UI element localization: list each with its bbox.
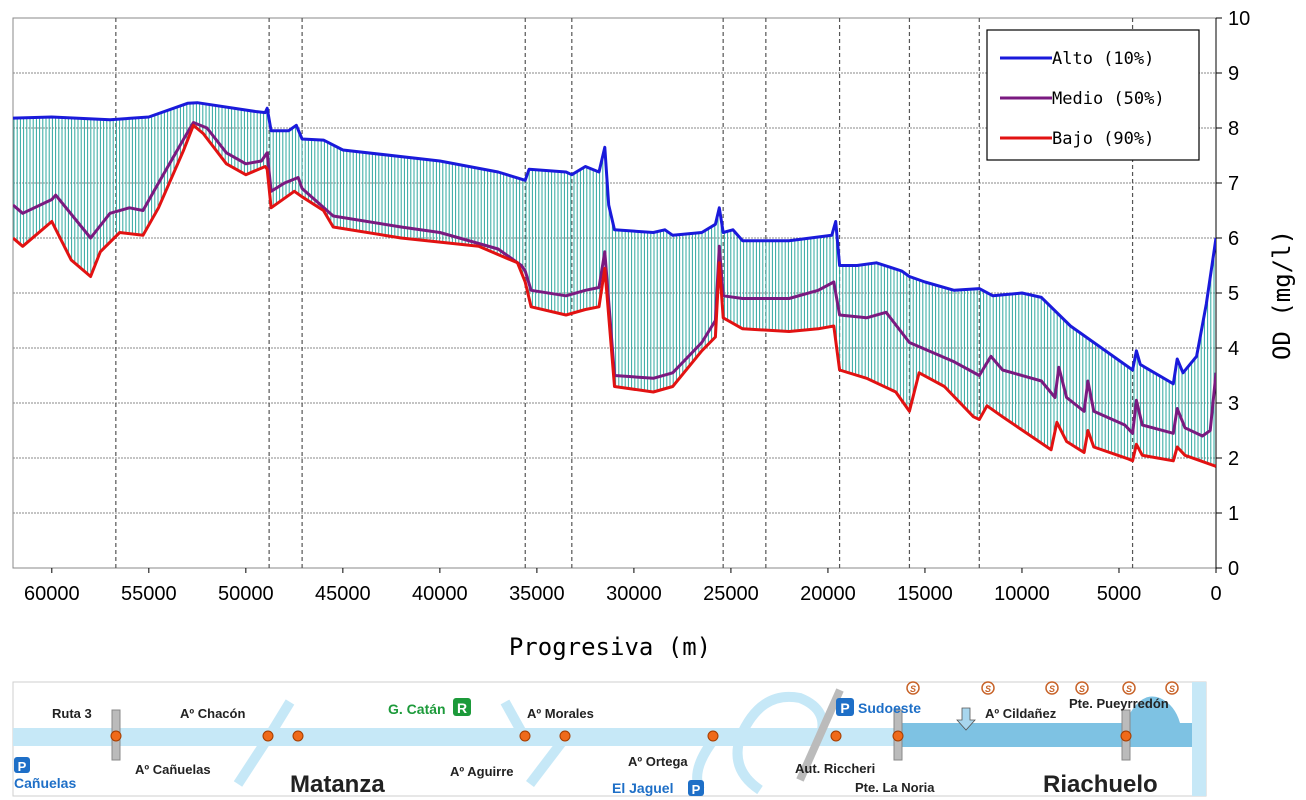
riachuelo-mouth <box>1125 696 1180 723</box>
riachuelo-channel <box>900 723 1192 747</box>
s-badge-icon <box>1122 681 1136 695</box>
map-right-edge <box>1192 682 1206 796</box>
cildanez-arrow-icon <box>956 707 976 731</box>
canuelas-badge-icon <box>14 757 30 773</box>
label-ruta3: Ruta 3 <box>52 706 92 721</box>
label-matanza: Matanza <box>290 771 385 798</box>
s-badge-icon <box>1045 681 1059 695</box>
sudoeste-badge: P <box>840 700 849 716</box>
label-pueyrredon: Pte. Pueyrredón <box>1069 696 1169 711</box>
station-dot <box>110 730 122 742</box>
legend-entry: Bajo (90%) <box>1052 129 1154 149</box>
road-riccheri <box>796 688 844 782</box>
river-map: S S S S S S Ruta 3 Aº Chacón G. Catán R Aº Mo… <box>12 681 1207 798</box>
s-badge: S <box>1049 684 1055 694</box>
label-ac-canuelas: Aº Cañuelas <box>135 762 211 777</box>
label-cildanez: Aº Cildañez <box>985 706 1057 721</box>
x-tick-label: 35000 <box>509 583 565 605</box>
s-badge-icon <box>906 681 920 695</box>
label-sudoeste: Sudoeste <box>858 700 921 716</box>
label-canuelas: Cañuelas <box>14 775 76 791</box>
y-tick-label: 9 <box>1228 63 1239 85</box>
x-tick-labels: 60000 55000 50000 45000 40000 35000 30000 25000… <box>24 583 1222 605</box>
station-dot <box>707 730 719 742</box>
s-badge-icon <box>1165 681 1179 695</box>
s-badge: S <box>985 684 991 694</box>
tributary-aguirre <box>526 734 569 788</box>
station-dot <box>559 730 571 742</box>
hatched-band <box>13 102 1215 466</box>
y-tick-label: 3 <box>1228 393 1239 415</box>
y-tick-label: 5 <box>1228 283 1239 305</box>
s-badge: S <box>1126 684 1132 694</box>
x-tick-label: 15000 <box>897 583 953 605</box>
station-dot <box>1120 730 1132 742</box>
s-badge-icon <box>1075 681 1089 695</box>
label-riachuelo: Riachuelo <box>1043 771 1158 798</box>
x-tick-label: 5000 <box>1097 583 1142 605</box>
matanza-channel <box>13 728 900 746</box>
x-tick-label: 25000 <box>703 583 759 605</box>
station-dot <box>519 730 531 742</box>
gcatan-badge-icon <box>453 698 471 716</box>
y-axis-title: OD (mg/l) <box>1268 230 1296 360</box>
series-lines <box>13 101 1216 468</box>
series-line <box>13 121 1216 438</box>
station-dots <box>110 730 1132 742</box>
y-tick-labels: 0 1 2 3 4 5 6 7 8 9 10 <box>1228 8 1250 580</box>
canuelas-badge: P <box>18 759 27 774</box>
x-tick-label: 60000 <box>24 583 80 605</box>
y-tick-label: 1 <box>1228 503 1239 525</box>
gcatan-badge: R <box>457 700 467 716</box>
x-tick-label: 55000 <box>121 583 177 605</box>
station-dot <box>892 730 904 742</box>
label-jaguel: El Jaguel <box>612 780 673 796</box>
station-dot <box>830 730 842 742</box>
y-tick-label: 6 <box>1228 228 1239 250</box>
series-line <box>13 101 1216 386</box>
station-dot <box>262 730 274 742</box>
s-badge: S <box>1079 684 1085 694</box>
y-tick-label: 4 <box>1228 338 1239 360</box>
label-ortega: Aº Ortega <box>628 754 688 769</box>
series-line <box>13 123 1216 468</box>
s-badge: S <box>1169 684 1175 694</box>
label-morales: Aº Morales <box>527 706 594 721</box>
x-axis-title: Progresiva (m) <box>509 633 711 661</box>
label-aguirre: Aº Aguirre <box>450 764 514 779</box>
x-tick-label: 40000 <box>412 583 468 605</box>
od-chart: 60000 55000 50000 45000 40000 35000 30000 25000… <box>12 8 1296 661</box>
legend-entry: Medio (50%) <box>1052 89 1165 109</box>
y-tick-label: 2 <box>1228 448 1239 470</box>
tributary-canuelas <box>233 735 273 787</box>
station-dot <box>292 730 304 742</box>
jaguel-badge-icon <box>688 780 704 796</box>
x-tick-label: 0 <box>1210 583 1221 605</box>
y-tick-label: 0 <box>1228 558 1239 580</box>
y-tick-label: 7 <box>1228 173 1239 195</box>
y-tick-label: 10 <box>1228 8 1250 30</box>
legend-entry: Alto (10%) <box>1052 49 1154 69</box>
x-tick-label: 10000 <box>994 583 1050 605</box>
x-tick-label: 30000 <box>606 583 662 605</box>
x-tick-label: 20000 <box>800 583 856 605</box>
sudoeste-badge-icon <box>836 698 854 716</box>
legend: Alto (10%) Medio (50%) Bajo (90%) <box>986 29 1200 161</box>
label-riccheri: Aut. Riccheri <box>795 761 875 776</box>
y-tick-label: 8 <box>1228 118 1239 140</box>
s-badge-icon <box>981 681 995 695</box>
label-chacon: Aº Chacón <box>180 706 245 721</box>
label-gcatan: G. Catán <box>388 701 446 717</box>
x-tick-label: 45000 <box>315 583 371 605</box>
label-noria: Pte. La Noria <box>855 780 935 795</box>
x-tick-label: 50000 <box>218 583 274 605</box>
s-badge: S <box>910 684 916 694</box>
jaguel-badge: P <box>692 782 701 797</box>
